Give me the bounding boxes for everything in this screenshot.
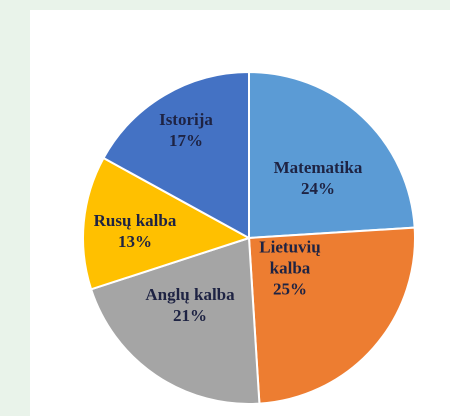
pie-slice [102,70,250,240]
value-label: 21% [173,306,207,325]
slice-label: Rusų kalba 13% [75,210,195,252]
value-label: 24% [301,179,335,198]
pie-slice [89,236,261,405]
value-label: 17% [169,131,203,150]
pie-slice [82,156,252,291]
slice-label: Anglų kalba 21% [115,284,265,326]
value-label: 25% [273,279,307,299]
slice-label: Lietuvių kalba 25% [250,237,330,300]
category-label: Rusų kalba [93,211,177,230]
category-label: Anglų kalba [145,285,235,304]
slice-label: Istorija 17% [136,109,236,151]
pie-slice [247,226,416,405]
pie-slice [248,70,416,240]
category-label: Lietuvių kalba [259,237,321,278]
slice-label: Matematika 24% [248,157,388,199]
value-label: 13% [118,232,152,251]
category-label: Istorija [159,110,213,129]
category-label: Matematika [273,158,363,177]
